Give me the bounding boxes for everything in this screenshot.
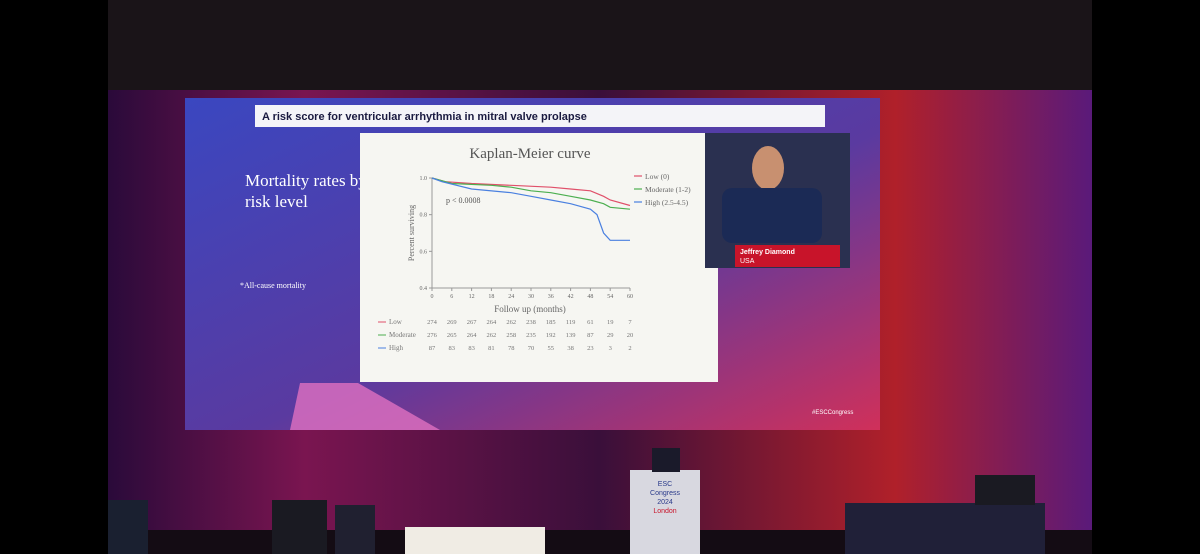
risk-count: 29 xyxy=(607,332,614,339)
banner: A risk score for ventricular arrhythmia … xyxy=(262,111,587,123)
y-tick-label: 0.6 xyxy=(420,249,428,255)
risk-count: 235 xyxy=(526,332,536,339)
risk-count: 87 xyxy=(429,345,436,352)
risk-count: 238 xyxy=(526,319,536,326)
risk-count: 61 xyxy=(587,319,594,326)
footnote: *All-cause mortality xyxy=(240,281,306,290)
risk-count: 264 xyxy=(487,319,498,326)
y-tick-label: 1.0 xyxy=(420,176,428,182)
slide-decoration xyxy=(290,383,440,430)
x-tick-label: 48 xyxy=(587,294,593,300)
speaker-suit xyxy=(722,188,822,243)
risk-count: 87 xyxy=(587,332,594,339)
x-tick-label: 0 xyxy=(431,294,434,300)
risk-count: 192 xyxy=(546,332,556,339)
risk-count: 81 xyxy=(488,345,495,352)
risk-count: 139 xyxy=(566,332,576,339)
panelist xyxy=(335,505,375,554)
risk-count: 276 xyxy=(427,332,438,339)
risk-count: 262 xyxy=(506,319,516,326)
risk-count: 55 xyxy=(548,345,555,352)
risk-count: 19 xyxy=(607,319,614,326)
legend-label: Low (0) xyxy=(645,172,670,181)
risk-count: 20 xyxy=(627,332,634,339)
risk-count: 23 xyxy=(587,345,594,352)
annotation: p < 0.0008 xyxy=(446,196,481,205)
risk-count: 262 xyxy=(487,332,497,339)
risk-count: 83 xyxy=(468,345,475,352)
risk-count: 38 xyxy=(567,345,574,352)
y-tick-label: 0.8 xyxy=(420,213,428,219)
risk-count: 7 xyxy=(628,319,632,326)
panelist xyxy=(108,500,148,554)
risk-count: 2 xyxy=(628,345,631,352)
risk-count: 185 xyxy=(546,319,556,326)
risk-count: 264 xyxy=(467,332,478,339)
y-axis-label: Percent surviving xyxy=(407,205,416,261)
banner-bg xyxy=(255,105,825,127)
risk-count: 78 xyxy=(508,345,515,352)
podium-text: 2024 xyxy=(657,499,673,506)
risk-count: 83 xyxy=(449,345,456,352)
risk-label: High xyxy=(389,344,404,352)
x-tick-label: 60 xyxy=(627,294,633,300)
risk-count: 70 xyxy=(528,345,535,352)
risk-count: 258 xyxy=(506,332,516,339)
x-tick-label: 36 xyxy=(548,294,554,300)
speaker-country: USA xyxy=(740,258,755,265)
podium-text: ESC xyxy=(658,481,672,488)
y-tick-label: 0.4 xyxy=(420,286,428,292)
x-tick-label: 6 xyxy=(450,294,453,300)
x-tick-label: 18 xyxy=(488,294,494,300)
seat xyxy=(405,527,545,554)
risk-label: Moderate xyxy=(389,331,416,339)
x-tick-label: 24 xyxy=(508,294,514,300)
speaker-name: Jeffrey Diamond xyxy=(740,249,795,256)
name-plate xyxy=(735,245,840,267)
risk-count: 119 xyxy=(566,319,576,326)
presenter xyxy=(652,448,680,472)
desk xyxy=(845,503,1045,554)
risk-label: Low xyxy=(389,318,403,326)
survival-curve xyxy=(431,177,631,210)
hashtag: #ESCCongress xyxy=(812,410,853,416)
survival-curve xyxy=(431,177,630,241)
rigging xyxy=(108,0,1092,90)
podium-text: London xyxy=(653,508,676,515)
survival-curve xyxy=(431,177,631,207)
legend-label: Moderate (1-2) xyxy=(645,185,691,194)
podium-text: Congress xyxy=(650,490,680,497)
x-tick-label: 30 xyxy=(528,294,534,300)
risk-count: 265 xyxy=(447,332,457,339)
heading: Mortality rates by risk level xyxy=(245,171,367,211)
podium xyxy=(630,470,700,554)
panelist xyxy=(975,475,1035,505)
legend-label: High (2.5-4.5) xyxy=(645,198,689,207)
chart-panel xyxy=(360,133,718,382)
panelist xyxy=(272,500,327,554)
speaker-head xyxy=(752,146,784,190)
x-tick-label: 54 xyxy=(607,294,613,300)
x-tick-label: 12 xyxy=(469,294,475,300)
heading-box: Mortality rates by risk level xyxy=(245,171,367,211)
risk-count: 3 xyxy=(609,345,612,352)
x-tick-label: 42 xyxy=(568,294,574,300)
chart-title: Kaplan-Meier curve xyxy=(469,146,591,162)
risk-count: 267 xyxy=(467,319,478,326)
risk-count: 269 xyxy=(447,319,457,326)
x-axis-label: Follow up (months) xyxy=(494,304,566,314)
risk-count: 274 xyxy=(427,319,438,326)
